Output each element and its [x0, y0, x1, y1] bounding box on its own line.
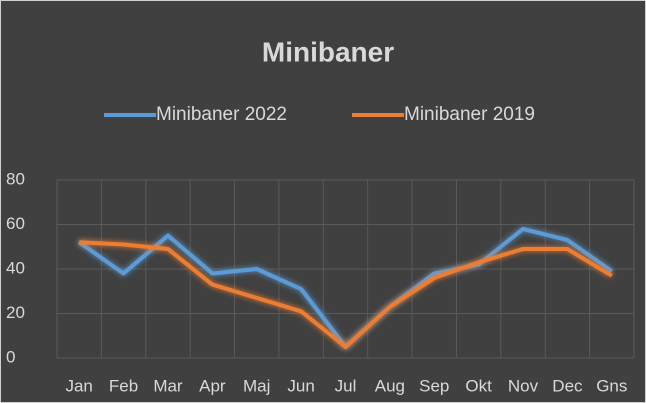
y-tick-label: 40	[6, 258, 25, 277]
x-tick-label: Aug	[375, 376, 405, 395]
x-tick-label: Apr	[199, 376, 226, 395]
x-tick-label: Feb	[109, 376, 138, 395]
x-tick-label: Jan	[65, 376, 92, 395]
y-tick-label: 80	[6, 169, 25, 188]
x-tick-label: Okt	[465, 376, 492, 395]
x-tick-label: Dec	[552, 376, 583, 395]
x-tick-label: Jul	[335, 376, 357, 395]
y-tick-label: 60	[6, 214, 25, 233]
x-tick-label: Sep	[419, 376, 449, 395]
legend-label: Minibaner 2019	[404, 104, 535, 125]
x-tick-label: Mar	[153, 376, 183, 395]
x-tick-label: Nov	[508, 376, 539, 395]
chart-title: Minibaner	[262, 36, 394, 67]
x-tick-label: Gns	[596, 376, 627, 395]
legend-label: Minibaner 2022	[156, 104, 287, 125]
y-tick-label: 0	[6, 347, 15, 366]
y-tick-label: 20	[6, 303, 25, 322]
x-tick-label: Jun	[287, 376, 314, 395]
x-tick-label: Maj	[243, 376, 270, 395]
series-line	[79, 240, 613, 349]
